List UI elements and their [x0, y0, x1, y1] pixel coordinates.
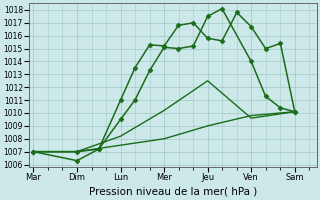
- X-axis label: Pression niveau de la mer( hPa ): Pression niveau de la mer( hPa ): [89, 187, 257, 197]
